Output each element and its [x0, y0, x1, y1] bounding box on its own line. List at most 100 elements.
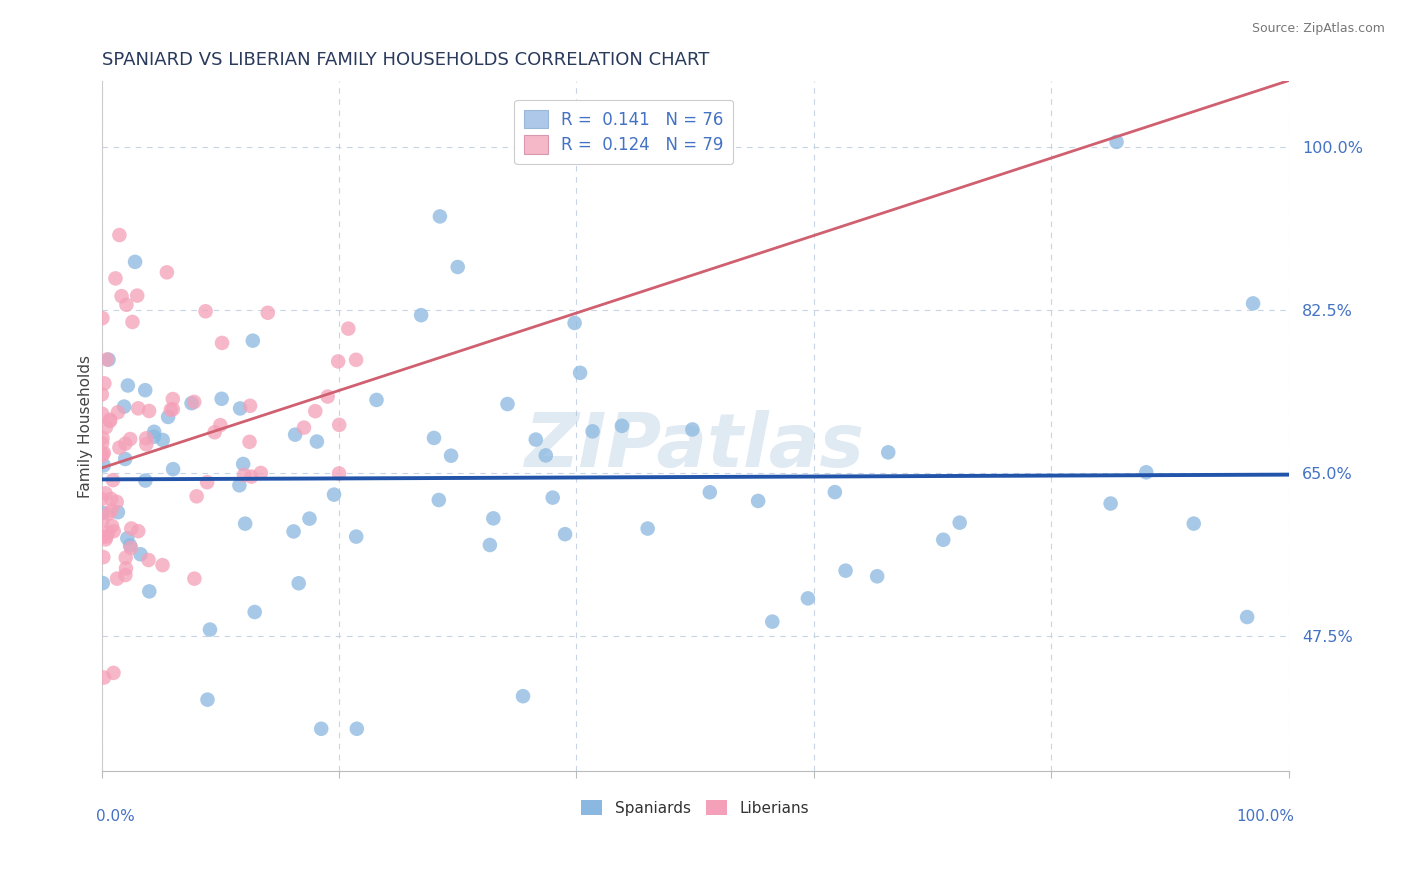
- Point: [103, 665, 125, 680]
- Point: [142, 430, 165, 444]
- Point: [117, 531, 139, 545]
- Point: [105, 572, 128, 586]
- Point: [114, 452, 136, 467]
- Point: [91, 506, 114, 520]
- Point: [94, 486, 117, 500]
- Point: [157, 409, 180, 424]
- Point: [186, 489, 208, 503]
- Point: [138, 553, 160, 567]
- Point: [287, 576, 309, 591]
- Point: [159, 402, 181, 417]
- Point: [326, 354, 349, 368]
- Point: [152, 558, 174, 573]
- Point: [328, 417, 350, 432]
- Point: [204, 425, 226, 440]
- Point: [97, 525, 120, 540]
- Point: [156, 265, 179, 279]
- Point: [1105, 135, 1128, 149]
- Point: [129, 547, 152, 561]
- Point: [183, 572, 205, 586]
- Point: [134, 383, 156, 397]
- Point: [681, 422, 703, 436]
- Point: [534, 449, 557, 463]
- Point: [91, 407, 114, 421]
- Point: [512, 689, 534, 703]
- Point: [346, 722, 368, 736]
- Point: [91, 514, 114, 528]
- Point: [120, 541, 142, 555]
- Point: [91, 431, 114, 445]
- Point: [91, 446, 114, 460]
- Point: [256, 306, 278, 320]
- Legend: Spaniards, Liberians: Spaniards, Liberians: [575, 794, 815, 822]
- Point: [94, 533, 117, 547]
- Point: [1099, 497, 1122, 511]
- Point: [101, 519, 124, 533]
- Point: [866, 569, 889, 583]
- Point: [232, 457, 254, 471]
- Point: [240, 469, 263, 483]
- Point: [610, 418, 633, 433]
- Point: [90, 529, 112, 543]
- Point: [104, 271, 127, 285]
- Point: [134, 474, 156, 488]
- Point: [114, 568, 136, 582]
- Point: [180, 396, 202, 410]
- Point: [91, 311, 114, 326]
- Point: [797, 591, 820, 606]
- Point: [284, 427, 307, 442]
- Point: [344, 530, 367, 544]
- Point: [524, 433, 547, 447]
- Point: [107, 405, 129, 419]
- Point: [423, 431, 446, 445]
- Point: [699, 485, 721, 500]
- Point: [94, 420, 117, 434]
- Point: [135, 437, 157, 451]
- Point: [114, 550, 136, 565]
- Point: [323, 488, 346, 502]
- Point: [103, 524, 125, 538]
- Point: [98, 413, 121, 427]
- Point: [96, 530, 118, 544]
- Point: [100, 491, 122, 506]
- Point: [249, 466, 271, 480]
- Point: [108, 228, 131, 243]
- Point: [211, 392, 233, 406]
- Point: [209, 418, 232, 433]
- Point: [1182, 516, 1205, 531]
- Text: SPANIARD VS LIBERIAN FAMILY HOUSEHOLDS CORRELATION CHART: SPANIARD VS LIBERIAN FAMILY HOUSEHOLDS C…: [101, 51, 709, 69]
- Text: 0.0%: 0.0%: [96, 809, 135, 823]
- Point: [91, 449, 114, 463]
- Point: [239, 399, 262, 413]
- Point: [482, 511, 505, 525]
- Point: [114, 436, 136, 450]
- Point: [198, 623, 221, 637]
- Point: [97, 352, 120, 367]
- Point: [298, 511, 321, 525]
- Point: [127, 524, 149, 538]
- Point: [197, 692, 219, 706]
- Point: [1135, 465, 1157, 479]
- Point: [124, 255, 146, 269]
- Point: [541, 491, 564, 505]
- Point: [761, 615, 783, 629]
- Point: [117, 378, 139, 392]
- Point: [447, 260, 470, 274]
- Point: [108, 441, 131, 455]
- Point: [292, 420, 315, 434]
- Text: Source: ZipAtlas.com: Source: ZipAtlas.com: [1251, 22, 1385, 36]
- Point: [107, 505, 129, 519]
- Point: [93, 550, 115, 565]
- Point: [427, 493, 450, 508]
- Text: ZIPatlas: ZIPatlas: [526, 410, 865, 483]
- Point: [328, 467, 350, 481]
- Point: [243, 605, 266, 619]
- Point: [135, 431, 157, 445]
- Text: 100.0%: 100.0%: [1237, 809, 1295, 823]
- Point: [120, 432, 142, 446]
- Point: [162, 462, 184, 476]
- Point: [1236, 610, 1258, 624]
- Point: [110, 289, 132, 303]
- Y-axis label: Family Households: Family Households: [79, 354, 93, 498]
- Point: [115, 298, 138, 312]
